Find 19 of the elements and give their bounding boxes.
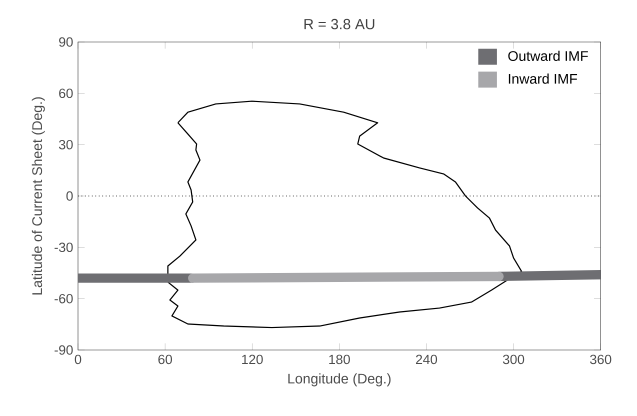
x-axis-title: Longitude (Deg.) (288, 373, 391, 386)
y-axis-title: Latitude of Current Sheet (Deg.) (32, 97, 45, 294)
y-tick-label: -30 (54, 242, 73, 252)
y-tick-label: -90 (54, 345, 73, 355)
x-tick-label: 0 (74, 354, 82, 364)
x-tick-label: 240 (416, 354, 438, 364)
x-tick-label: 300 (502, 354, 524, 364)
x-tick-label: 180 (329, 354, 350, 364)
y-tick-label: 90 (59, 37, 73, 47)
y-tick-label: 0 (66, 191, 73, 201)
x-tick-label: 360 (590, 354, 612, 364)
x-tick-label: 120 (242, 354, 263, 364)
y-tick-label: -60 (54, 294, 73, 304)
legend-label: Inward IMF (508, 74, 578, 84)
x-tick-label: 60 (158, 354, 172, 364)
y-tick-label: 30 (58, 140, 73, 150)
y-tick-label: 60 (59, 88, 73, 98)
chart-title: R = 3.8 AU (304, 18, 374, 30)
legend-label: Outward IMF (508, 50, 588, 61)
